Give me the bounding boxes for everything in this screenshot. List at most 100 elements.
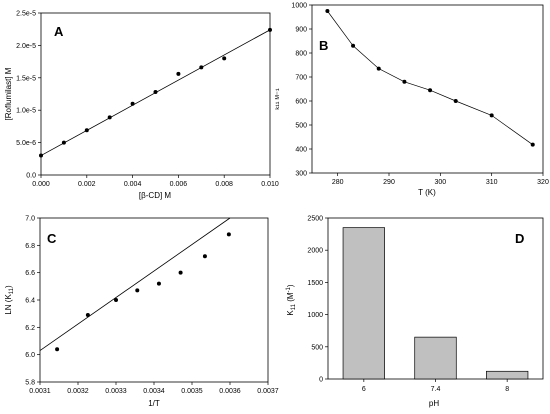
panel-c-y-tick-label: 6.4 [25, 298, 35, 305]
panel-c-x-ticks: 0.0031 0.0032 0.0033 0.0034 0.0035 0.0036 0.00… [29, 382, 279, 395]
panel-a-y-tick-label: 1.0e-5 [16, 108, 36, 115]
panel-c-x-tick-label: 0.0033 [105, 388, 127, 395]
panel-a-x-ticks: 0.000 0.002 0.004 0.006 0.008 0.010 [32, 175, 279, 188]
panel-a-y-tick-label: 0.0 [26, 173, 36, 180]
panel-b-x-tick-label: 320 [537, 179, 549, 186]
panel-c-x-tick-label: 0.0031 [29, 388, 51, 395]
panel-a-data-point [222, 56, 227, 61]
panel-d-y-tick-label: 0 [319, 377, 323, 384]
panel-a-y-tick-label: 2.0e-5 [16, 43, 36, 50]
panel-a-x-tick-label: 0.006 [170, 181, 188, 188]
panel-b-data-point [351, 43, 356, 48]
panel-c-y-tick-label: 5.8 [25, 380, 35, 387]
panel-c-y-tick-label: 6.0 [25, 352, 35, 359]
panel-a-data-point [61, 140, 66, 145]
panel-a-x-tick-label: 0.000 [32, 181, 50, 188]
panel-b-data-point [530, 142, 535, 147]
panel-c: C 0.0031 0.0032 0.0033 0.0034 0.0035 0.0036 0.… [4, 216, 279, 409]
panel-b-data-point [376, 66, 381, 71]
panel-b-x-ticks: 280 290 300 310 320 [332, 173, 549, 186]
panel-c-data-point [114, 298, 118, 302]
panel-a-frame [40, 12, 271, 176]
panel-c-x-label: 1/T [148, 399, 160, 408]
panel-b-data-point [428, 88, 433, 93]
panel-b-y-tick-label: 700 [295, 75, 307, 82]
panel-a: A 0.000 0.002 0.004 0.006 0.008 0.010 0.0 5.0e… [4, 11, 279, 201]
panel-d-y-tick-label: 500 [311, 344, 323, 351]
panel-b-data-point [325, 9, 330, 13]
panel-b-y-ticks: 300 400 500 600 700 800 900 1000 [291, 3, 312, 178]
panel-d-x-tick-label: 6 [362, 386, 366, 393]
panel-a-y-ticks: 0.0 5.0e-6 1.0e-5 1.5e-5 2.0e-5 2.5e-5 [16, 11, 41, 180]
panel-c-x-tick-label: 0.0032 [67, 388, 89, 395]
panel-d-y-tick-label: 1000 [307, 312, 323, 319]
panel-b-y-tick-label: 900 [295, 27, 307, 34]
panel-c-frame [39, 217, 269, 383]
panel-b-y-tick-label: 600 [295, 99, 307, 106]
panel-b-y-tick-label: 1000 [291, 3, 307, 10]
panel-d-y-tick-label: 2000 [307, 248, 323, 255]
panel-c-data-point [226, 232, 231, 237]
panel-d-bar [414, 336, 457, 380]
panel-c-x-tick-label: 0.0036 [219, 388, 241, 395]
panel-a-x-tick-label: 0.010 [261, 181, 279, 188]
panel-d-x-ticks: 6 7.4 8 [362, 379, 509, 393]
panel-c-y-ticks: 5.8 6.0 6.2 6.4 6.6 6.8 7.0 [25, 216, 40, 387]
panel-a-data-point [39, 153, 43, 158]
panel-c-y-tick-label: 6.8 [25, 243, 35, 250]
panel-d-bars [342, 227, 529, 380]
panel-a-x-tick-label: 0.002 [78, 181, 96, 188]
panel-d-bar [486, 370, 529, 380]
panel-a-x-label: [β-CD] M [139, 191, 171, 200]
panel-a-data-point [84, 128, 89, 133]
panel-b-frame [311, 4, 544, 174]
panel-a-data-point [268, 27, 272, 32]
panel-d-x-tick-label: 7.4 [431, 386, 441, 393]
panel-b-x-tick-label: 310 [486, 179, 498, 186]
panel-d-x-tick-label: 8 [505, 386, 509, 393]
panel-b-points [325, 9, 535, 147]
panel-c-y-label: LN (K11) [4, 285, 15, 315]
panel-c-data-point [85, 313, 90, 318]
panel-a-y-tick-label: 2.5e-5 [16, 11, 36, 18]
panel-d-y-tick-label: 1500 [307, 280, 323, 287]
panel-b-y-tick-label: 400 [295, 147, 307, 154]
panel-b-x-tick-label: 300 [434, 179, 446, 186]
panel-a-data-point [199, 65, 204, 70]
panel-c-y-tick-label: 6.2 [25, 325, 35, 332]
panel-d-y-tick-label: 2500 [307, 216, 323, 223]
panel-d-bar [342, 227, 385, 380]
panel-b-series-line [327, 10, 533, 145]
panel-b-letter: B [319, 38, 328, 53]
panel-a-x-tick-label: 0.008 [215, 181, 233, 188]
panel-d-letter: D [515, 231, 524, 246]
panel-c-y-tick-label: 6.6 [25, 270, 35, 277]
panel-b-y-tick-label: 800 [295, 51, 307, 58]
panel-c-x-tick-label: 0.0034 [143, 388, 165, 395]
panel-c-data-point [135, 288, 140, 293]
panel-b-y-tick-label: 300 [295, 171, 307, 178]
panel-a-data-point [153, 90, 158, 95]
panel-a-data-point [176, 71, 181, 76]
panel-c-data-point [55, 347, 60, 352]
panel-a-y-tick-label: 5.0e-6 [16, 140, 36, 147]
panel-c-letter: C [47, 231, 57, 246]
panel-d-x-label: pH [429, 399, 439, 408]
panel-a-data-point [107, 115, 112, 120]
panel-a-x-tick-label: 0.004 [124, 181, 142, 188]
panel-b-x-label: T (K) [418, 188, 436, 197]
panel-b-y-tick-label: 500 [295, 123, 307, 130]
panel-c-x-tick-label: 0.0035 [181, 388, 203, 395]
panel-c-points [55, 232, 231, 352]
panel-a-y-tick-label: 1.5e-5 [16, 75, 36, 82]
panel-c-data-point [178, 270, 183, 275]
panel-b-y-label-partial: ᵏ¹¹ ᴹ⁻¹ [274, 88, 283, 110]
panel-c-y-tick-label: 7.0 [25, 216, 35, 223]
panel-d-y-ticks: 0 500 1000 1500 2000 2500 [307, 216, 328, 384]
panel-b-data-point [453, 99, 458, 103]
panel-c-data-point [202, 254, 207, 259]
panel-b-data-point [402, 79, 407, 84]
panel-d-y-label: K11 (M-1) [286, 284, 297, 315]
panel-b-x-tick-label: 280 [332, 179, 344, 186]
